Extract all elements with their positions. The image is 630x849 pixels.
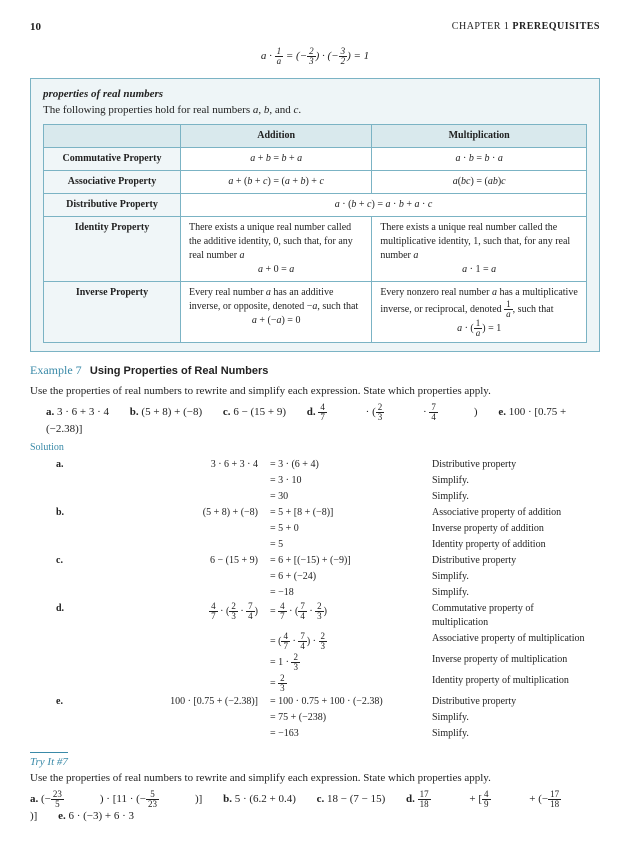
box-title: properties of real numbers xyxy=(43,87,587,102)
properties-table: AdditionMultiplication Commutative Prope… xyxy=(43,124,587,343)
example-parts: a. 3 · 6 + 3 · 4 b. (5 + 8) + (−8) c. 6 … xyxy=(46,403,600,437)
page-number: 10 xyxy=(30,20,41,35)
properties-box: properties of real numbers The following… xyxy=(30,78,600,352)
chapter-title: CHAPTER 1 PREREQUISITES xyxy=(452,20,600,35)
page-header: 10 CHAPTER 1 PREREQUISITES xyxy=(30,20,600,35)
example-header: Example 7 Using Properties of Real Numbe… xyxy=(30,362,600,379)
solution-label: Solution xyxy=(30,441,600,455)
box-intro: The following properties hold for real n… xyxy=(43,103,587,118)
solution-work: a.3 · 6 + 3 · 4= 3 · (6 + 4)Distributive… xyxy=(50,457,592,742)
col-multiplication: Multiplication xyxy=(372,125,587,148)
tryit-parts: a. (−235) · [11 · (−523)] b. 5 · (6.2 + … xyxy=(30,790,600,824)
example-instructions: Use the properties of real numbers to re… xyxy=(30,384,600,399)
tryit-label: Try It #7 xyxy=(30,752,68,770)
col-addition: Addition xyxy=(181,125,372,148)
top-equation: a · 1a = (−23) · (−32) = 1 xyxy=(30,47,600,66)
example-title: Using Properties of Real Numbers xyxy=(90,365,269,377)
tryit-instructions: Use the properties of real numbers to re… xyxy=(30,771,600,786)
example-number: Example 7 xyxy=(30,363,82,377)
